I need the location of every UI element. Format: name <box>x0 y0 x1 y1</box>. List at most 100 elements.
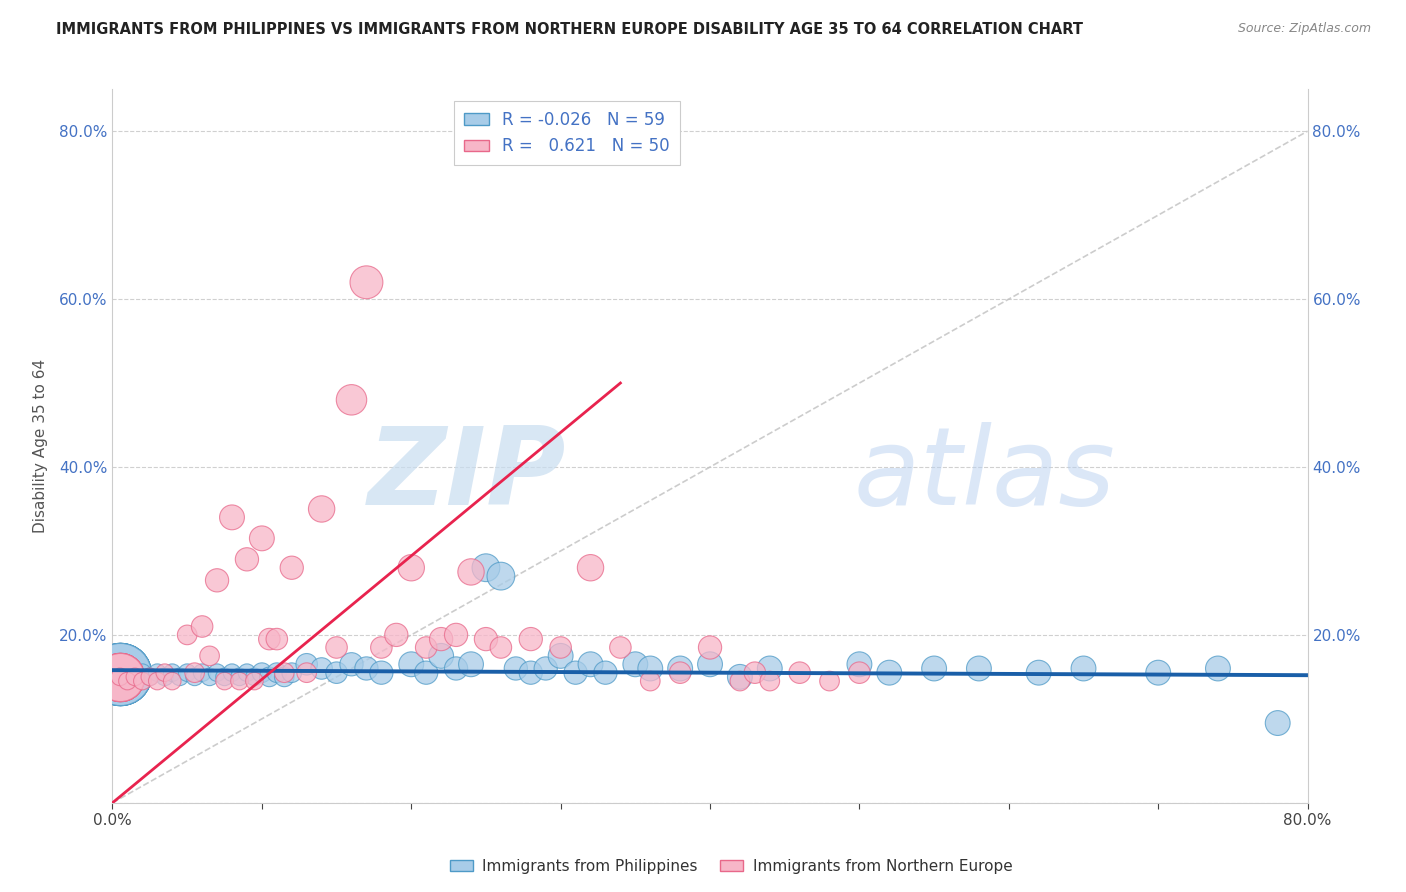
Point <box>191 619 214 633</box>
Point <box>475 560 498 574</box>
Point <box>640 674 662 689</box>
Point <box>728 674 751 689</box>
Point <box>879 665 901 680</box>
Point <box>243 674 266 689</box>
Point <box>108 667 131 681</box>
Point <box>475 632 498 646</box>
Point <box>370 640 392 655</box>
Point <box>108 670 131 684</box>
Point <box>243 670 266 684</box>
Point <box>108 667 131 681</box>
Point <box>108 667 131 681</box>
Point <box>444 628 467 642</box>
Point <box>759 674 782 689</box>
Text: IMMIGRANTS FROM PHILIPPINES VS IMMIGRANTS FROM NORTHERN EUROPE DISABILITY AGE 35: IMMIGRANTS FROM PHILIPPINES VS IMMIGRANT… <box>56 22 1083 37</box>
Point <box>191 665 214 680</box>
Point <box>1206 661 1229 675</box>
Point <box>550 648 572 663</box>
Point <box>162 674 183 689</box>
Point <box>699 657 721 672</box>
Point <box>108 670 131 684</box>
Point <box>295 657 318 672</box>
Point <box>281 665 304 680</box>
Point <box>250 532 273 546</box>
Point <box>162 665 183 680</box>
Point <box>250 665 273 680</box>
Point <box>146 665 169 680</box>
Point <box>273 670 295 684</box>
Point <box>108 667 131 681</box>
Point <box>520 632 543 646</box>
Point <box>108 670 131 684</box>
Point <box>108 670 131 684</box>
Point <box>922 661 945 675</box>
Point <box>169 670 191 684</box>
Point <box>221 665 243 680</box>
Point <box>401 657 423 672</box>
Point <box>108 667 131 681</box>
Point <box>108 670 131 684</box>
Point <box>108 667 131 681</box>
Point <box>108 667 131 681</box>
Point <box>139 670 162 684</box>
Point <box>550 640 572 655</box>
Point <box>1028 665 1050 680</box>
Point <box>108 667 131 681</box>
Point <box>1147 665 1170 680</box>
Point <box>340 657 363 672</box>
Point <box>1267 716 1289 731</box>
Point <box>153 670 176 684</box>
Point <box>108 670 131 684</box>
Point <box>609 640 631 655</box>
Point <box>108 667 131 681</box>
Point <box>108 670 131 684</box>
Point <box>176 665 198 680</box>
Point <box>117 674 139 689</box>
Point <box>259 670 281 684</box>
Point <box>699 640 721 655</box>
Point <box>415 640 437 655</box>
Point <box>534 661 557 675</box>
Point <box>108 667 131 681</box>
Point <box>669 665 692 680</box>
Point <box>108 670 131 684</box>
Point <box>266 632 288 646</box>
Text: Source: ZipAtlas.com: Source: ZipAtlas.com <box>1237 22 1371 36</box>
Point <box>415 665 437 680</box>
Point <box>640 661 662 675</box>
Point <box>146 674 169 689</box>
Point <box>505 661 527 675</box>
Point <box>728 670 751 684</box>
Point <box>430 648 453 663</box>
Point <box>183 665 205 680</box>
Point <box>624 657 647 672</box>
Point <box>236 665 259 680</box>
Point <box>818 674 841 689</box>
Point <box>183 670 205 684</box>
Point <box>205 574 228 588</box>
Point <box>108 667 131 681</box>
Point <box>124 670 146 684</box>
Point <box>108 670 131 684</box>
Point <box>325 640 347 655</box>
Y-axis label: Disability Age 35 to 64: Disability Age 35 to 64 <box>32 359 48 533</box>
Text: atlas: atlas <box>853 422 1115 527</box>
Point <box>153 665 176 680</box>
Point <box>228 670 250 684</box>
Point <box>139 670 162 684</box>
Point <box>266 665 288 680</box>
Point <box>356 661 378 675</box>
Point <box>214 670 236 684</box>
Point <box>401 560 423 574</box>
Point <box>117 670 139 684</box>
Point <box>214 674 236 689</box>
Point <box>520 665 543 680</box>
Point <box>564 665 586 680</box>
Point <box>108 667 131 681</box>
Point <box>489 569 512 583</box>
Point <box>444 661 467 675</box>
Point <box>579 560 602 574</box>
Point <box>744 665 766 680</box>
Point <box>131 674 153 689</box>
Point <box>176 628 198 642</box>
